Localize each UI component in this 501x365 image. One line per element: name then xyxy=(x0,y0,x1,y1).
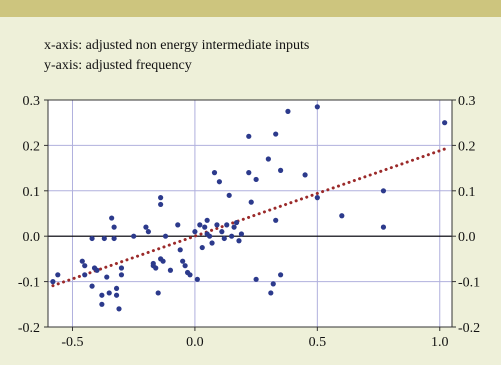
data-point xyxy=(131,233,137,239)
y-tick-label-right: 0.3 xyxy=(458,94,476,109)
data-point xyxy=(253,176,259,183)
data-point xyxy=(270,281,276,287)
y-tick-label-right: 0.2 xyxy=(458,139,476,154)
data-point xyxy=(216,179,222,185)
data-point xyxy=(211,170,218,176)
data-point xyxy=(442,120,448,126)
plot-frame xyxy=(47,99,453,328)
data-point xyxy=(155,290,161,296)
data-point xyxy=(79,258,85,264)
data-point xyxy=(268,290,274,296)
data-point xyxy=(278,167,284,173)
data-point xyxy=(204,217,210,223)
data-point xyxy=(82,272,88,278)
data-point xyxy=(202,224,208,230)
data-point xyxy=(192,229,198,235)
data-point xyxy=(273,131,279,137)
data-point xyxy=(175,222,181,228)
y-tick-label-right: -0.2 xyxy=(458,321,480,336)
y-tick-label-right: 0.1 xyxy=(458,185,476,200)
data-point xyxy=(236,238,242,244)
data-point xyxy=(182,263,188,269)
data-point xyxy=(143,224,149,230)
x-tick-label: 0.5 xyxy=(309,335,327,350)
data-point xyxy=(199,244,205,251)
data-point xyxy=(314,195,320,201)
data-point xyxy=(118,265,125,271)
y-tick-label-left: -0.2 xyxy=(18,321,40,336)
data-point xyxy=(253,276,259,282)
y-tick-label-left: 0.3 xyxy=(23,94,41,109)
data-point xyxy=(94,267,100,273)
data-point xyxy=(106,290,112,296)
data-point xyxy=(55,272,61,278)
data-point xyxy=(89,283,95,289)
data-point xyxy=(194,276,200,282)
data-point xyxy=(111,235,117,242)
data-point xyxy=(339,213,345,219)
data-point xyxy=(380,188,387,194)
data-point xyxy=(229,233,235,239)
data-point xyxy=(101,235,107,242)
data-point xyxy=(113,292,120,298)
y-tick-label-right: -0.1 xyxy=(458,276,480,291)
y-tick-label-left: 0.1 xyxy=(23,185,41,200)
data-point xyxy=(285,108,291,114)
data-point xyxy=(116,306,122,312)
y-tick-label-left: -0.1 xyxy=(18,276,40,291)
x-tick-label: 0.0 xyxy=(186,335,204,350)
data-point xyxy=(197,222,203,228)
data-point xyxy=(246,170,252,176)
data-point xyxy=(160,258,166,264)
data-point xyxy=(180,258,186,264)
data-point xyxy=(104,274,110,280)
data-point xyxy=(302,172,308,178)
data-point xyxy=(82,263,88,269)
y-axis-description: y-axis: adjusted frequency xyxy=(44,58,192,73)
data-point xyxy=(265,156,271,162)
data-point xyxy=(177,247,183,253)
data-point xyxy=(219,229,225,235)
data-point xyxy=(278,272,284,278)
data-point xyxy=(246,133,252,139)
data-point xyxy=(224,222,230,228)
y-tick-label-left: 0.0 xyxy=(23,230,41,245)
data-point xyxy=(209,240,215,246)
data-point xyxy=(233,219,240,226)
data-point xyxy=(89,235,95,242)
data-point xyxy=(99,292,105,298)
data-point xyxy=(273,217,279,223)
x-axis-description: x-axis: adjusted non energy intermediate… xyxy=(44,38,310,53)
data-point xyxy=(231,224,237,230)
data-point xyxy=(167,267,174,273)
data-point xyxy=(207,233,213,239)
data-point xyxy=(50,279,56,285)
data-point xyxy=(99,301,105,307)
data-point xyxy=(248,199,254,205)
trend-line xyxy=(51,147,447,288)
data-point xyxy=(238,231,245,237)
x-tick-label: 1.0 xyxy=(431,335,449,350)
data-point xyxy=(221,235,227,242)
data-point xyxy=(214,222,220,228)
data-point xyxy=(153,265,159,271)
top-band xyxy=(0,0,501,17)
data-point xyxy=(145,229,151,235)
data-point xyxy=(158,195,164,201)
data-point xyxy=(158,201,164,208)
data-point xyxy=(118,272,125,278)
data-point xyxy=(109,215,115,221)
data-point xyxy=(314,104,320,110)
data-point xyxy=(380,224,387,230)
data-point xyxy=(162,233,169,239)
y-tick-label-left: 0.2 xyxy=(23,139,41,154)
data-point xyxy=(226,192,232,198)
data-point xyxy=(187,272,193,278)
data-point xyxy=(113,285,120,292)
data-point xyxy=(111,224,117,230)
y-tick-label-right: 0.0 xyxy=(458,230,476,245)
x-tick-label: -0.5 xyxy=(61,335,83,350)
